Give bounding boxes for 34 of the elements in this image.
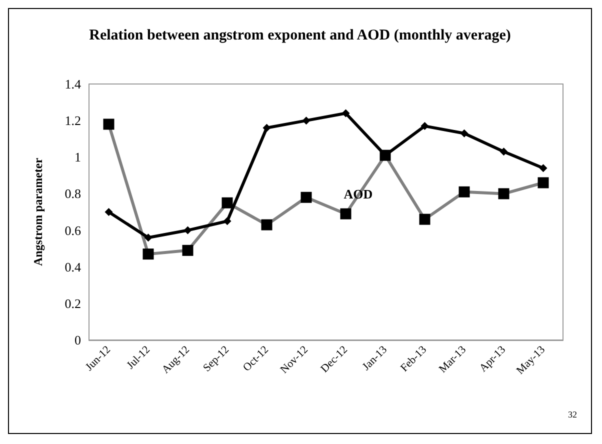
y-tick-label: 0.4 (64, 259, 82, 274)
y-tick-label: 1 (74, 150, 81, 165)
y-tick-label: 1.2 (64, 113, 81, 128)
point (104, 208, 113, 216)
y-tick-label: 0 (74, 332, 81, 348)
point (142, 248, 154, 260)
point (103, 118, 114, 130)
point (458, 186, 470, 198)
point (302, 116, 310, 125)
point (500, 148, 508, 156)
point (342, 109, 350, 118)
point (498, 188, 510, 200)
point (538, 177, 549, 188)
point (460, 129, 468, 138)
point (340, 208, 352, 220)
text: 32 (568, 410, 577, 420)
point (182, 244, 194, 256)
series-label: AOD (344, 186, 373, 202)
point (419, 214, 430, 225)
y-tick-label: 0.8 (64, 186, 81, 202)
point (144, 234, 152, 242)
y-tick-label: 1.4 (64, 76, 82, 92)
point (261, 219, 272, 230)
y-tick-label: 0.6 (64, 222, 82, 238)
y-axis-title: Angstrom parameter (31, 157, 45, 266)
point (223, 217, 232, 226)
point (262, 124, 271, 132)
point (184, 226, 192, 234)
point (539, 164, 548, 172)
point (300, 192, 312, 203)
chart-title: Relation between angstrom exponent and AOD (monthly average) (89, 28, 511, 44)
point (420, 122, 429, 130)
y-tick-label: 0.2 (64, 296, 81, 311)
point (222, 197, 233, 208)
